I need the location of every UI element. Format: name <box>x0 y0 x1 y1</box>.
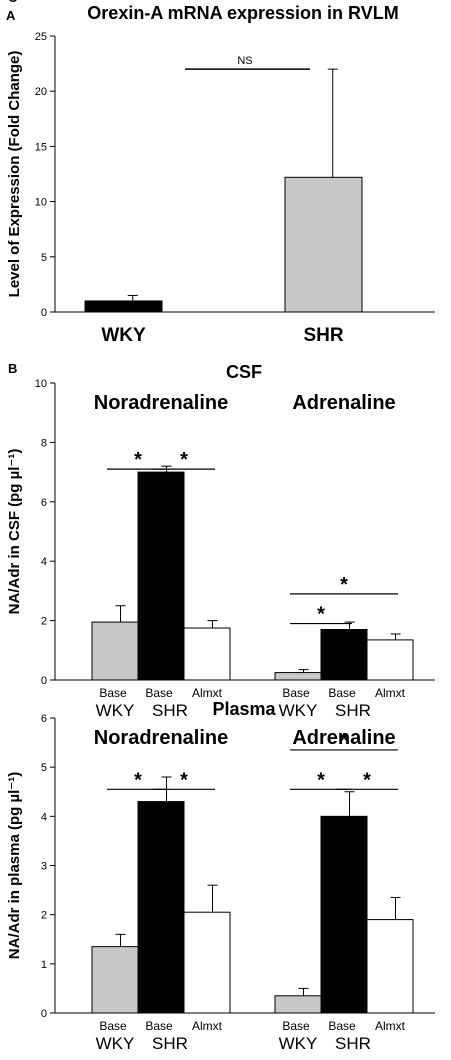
category-label: WKY <box>101 325 146 346</box>
y-tick-label: 5 <box>41 762 47 774</box>
y-tick-label: 0 <box>41 675 47 687</box>
significance-star: * <box>317 604 325 626</box>
y-tick-label: 6 <box>41 497 47 509</box>
significance-star: * <box>134 449 142 471</box>
chart-title: CSF <box>226 362 262 382</box>
y-tick-label: 4 <box>41 811 47 823</box>
bar-label: Base <box>328 1019 356 1033</box>
group-name: Adrenaline <box>292 727 395 749</box>
y-tick-label: 0 <box>41 1008 47 1020</box>
y-axis-label: NA/Adr in plasma (pg µl⁻¹) <box>6 772 23 959</box>
group-name: Adrenaline <box>292 392 395 414</box>
bar <box>137 471 185 681</box>
strain-label: SHR <box>335 1034 371 1053</box>
significance-star: * <box>363 769 371 791</box>
ns-label: NS <box>237 55 252 67</box>
y-tick-label: 2 <box>41 616 47 628</box>
bar-label: Base <box>99 1019 127 1033</box>
strain-label: WKY <box>279 1034 318 1053</box>
bar <box>84 300 163 313</box>
bar <box>284 176 363 313</box>
bar-label: Almxt <box>375 1019 406 1033</box>
bar-label: Base <box>328 686 356 700</box>
bar-label: Almxt <box>192 1019 223 1033</box>
y-axis-label: NA/Adr in CSF (pg µl⁻¹) <box>6 449 23 615</box>
y-tick-label: 0 <box>41 307 47 319</box>
strain-label: WKY <box>279 701 318 720</box>
bar <box>366 639 414 681</box>
strain-label: SHR <box>152 1034 188 1053</box>
bar-label: Base <box>145 1019 173 1033</box>
y-tick-label: 3 <box>41 861 47 873</box>
bar <box>91 621 139 681</box>
y-tick-label: 6 <box>41 713 47 725</box>
chart-title: Orexin-A mRNA expression in RVLM <box>87 3 398 23</box>
panel-letter: C <box>8 0 18 5</box>
bar <box>320 629 368 681</box>
bar <box>274 672 322 681</box>
bar <box>366 919 414 1014</box>
strain-label: SHR <box>335 701 371 720</box>
significance-star: * <box>317 769 325 791</box>
y-tick-label: 4 <box>41 556 47 568</box>
significance-star: * <box>180 449 188 471</box>
bar-label: Base <box>282 1019 310 1033</box>
y-tick-label: 10 <box>35 197 47 209</box>
bar-label: Base <box>99 686 127 700</box>
bar-label: Almxt <box>192 686 223 700</box>
significance-star: * <box>134 769 142 791</box>
group-name: Noradrenaline <box>94 727 228 749</box>
bar <box>137 801 185 1014</box>
y-tick-label: 5 <box>41 252 47 264</box>
y-tick-label: 2 <box>41 910 47 922</box>
bar <box>320 815 368 1014</box>
group-name: Noradrenaline <box>94 392 228 414</box>
y-tick-label: 1 <box>41 959 47 971</box>
y-tick-label: 8 <box>41 437 47 449</box>
strain-label: SHR <box>152 701 188 720</box>
chart-title: Plasma <box>212 699 276 719</box>
bar-label: Almxt <box>375 686 406 700</box>
bar <box>274 995 322 1014</box>
bar-label: Base <box>145 686 173 700</box>
bar <box>91 946 139 1014</box>
y-tick-label: 15 <box>35 141 47 153</box>
strain-label: WKY <box>96 1034 135 1053</box>
y-tick-label: 25 <box>35 31 47 43</box>
significance-star: * <box>180 769 188 791</box>
bar <box>183 627 231 681</box>
y-tick-label: 10 <box>35 378 47 390</box>
bar <box>183 911 231 1014</box>
significance-star: * <box>340 574 348 596</box>
y-axis-label: Level of Expression (Fold Change) <box>6 51 23 298</box>
significance-star: * <box>340 730 348 752</box>
bar-label: Base <box>282 686 310 700</box>
y-tick-label: 20 <box>35 86 47 98</box>
panel-letter: A <box>6 8 16 23</box>
strain-label: WKY <box>96 701 135 720</box>
category-label: SHR <box>303 325 343 346</box>
panel-letter: B <box>8 361 17 376</box>
